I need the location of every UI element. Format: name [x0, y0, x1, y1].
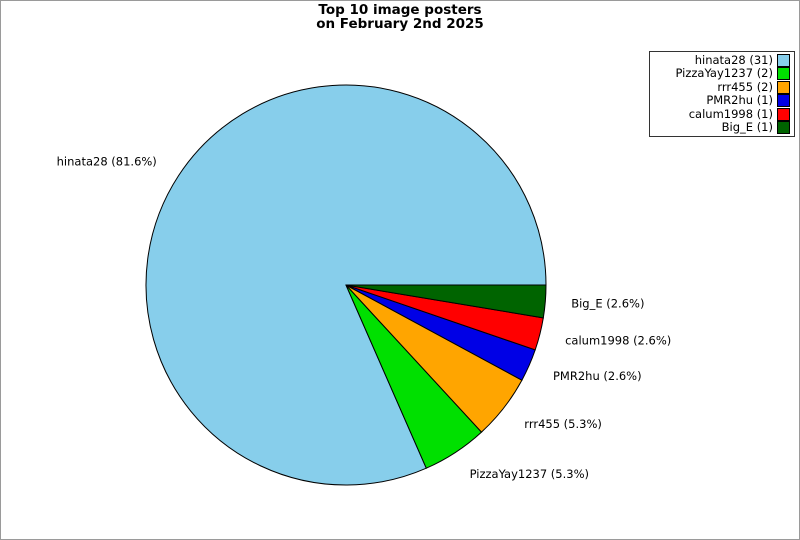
legend-label: calum1998 (1)	[688, 106, 773, 121]
legend-swatch-PMR2hu	[777, 94, 790, 108]
pie-slice-Big_E	[345, 284, 547, 319]
slice-label-PMR2hu: PMR2hu (2.6%)	[553, 369, 642, 383]
legend-entry-hinata28: hinata28 (31)	[650, 53, 794, 67]
legend-swatch-PizzaYay1237	[777, 67, 790, 81]
legend-swatch-hinata28	[777, 53, 790, 67]
legend-entry-Big_E: Big_E (1)	[650, 121, 794, 135]
legend-label: rrr455 (2)	[717, 79, 773, 94]
legend-entry-PMR2hu: PMR2hu (1)	[650, 94, 794, 108]
slice-label-calum1998: calum1998 (2.6%)	[565, 334, 671, 348]
chart-title-line1: Top 10 image posters	[318, 2, 482, 18]
legend-label: PizzaYay1237 (2)	[675, 66, 773, 81]
legend-entry-rrr455: rrr455 (2)	[650, 80, 794, 94]
legend-swatch-rrr455	[777, 80, 790, 94]
legend-swatch-Big_E	[777, 121, 790, 135]
slice-label-hinata28: hinata28 (81.6%)	[57, 154, 157, 168]
slice-label-rrr455: rrr455 (5.3%)	[524, 417, 602, 431]
slice-label-Big_E: Big_E (2.6%)	[571, 297, 644, 311]
legend: hinata28 (31) PizzaYay1237 (2) rrr455 (2) P…	[649, 51, 795, 137]
legend-label: Big_E (1)	[721, 120, 773, 135]
slice-label-PizzaYay1237: PizzaYay1237 (5.3%)	[470, 467, 589, 481]
legend-entry-PizzaYay1237: PizzaYay1237 (2)	[650, 67, 794, 81]
legend-label: hinata28 (31)	[694, 52, 773, 67]
legend-swatch-calum1998	[777, 107, 790, 121]
legend-label: PMR2hu (1)	[706, 93, 773, 108]
legend-entry-calum1998: calum1998 (1)	[650, 106, 794, 122]
chart-title-line2: on February 2nd 2025	[316, 16, 484, 32]
chart-title: Top 10 image posters on February 2nd 202…	[1, 3, 799, 31]
